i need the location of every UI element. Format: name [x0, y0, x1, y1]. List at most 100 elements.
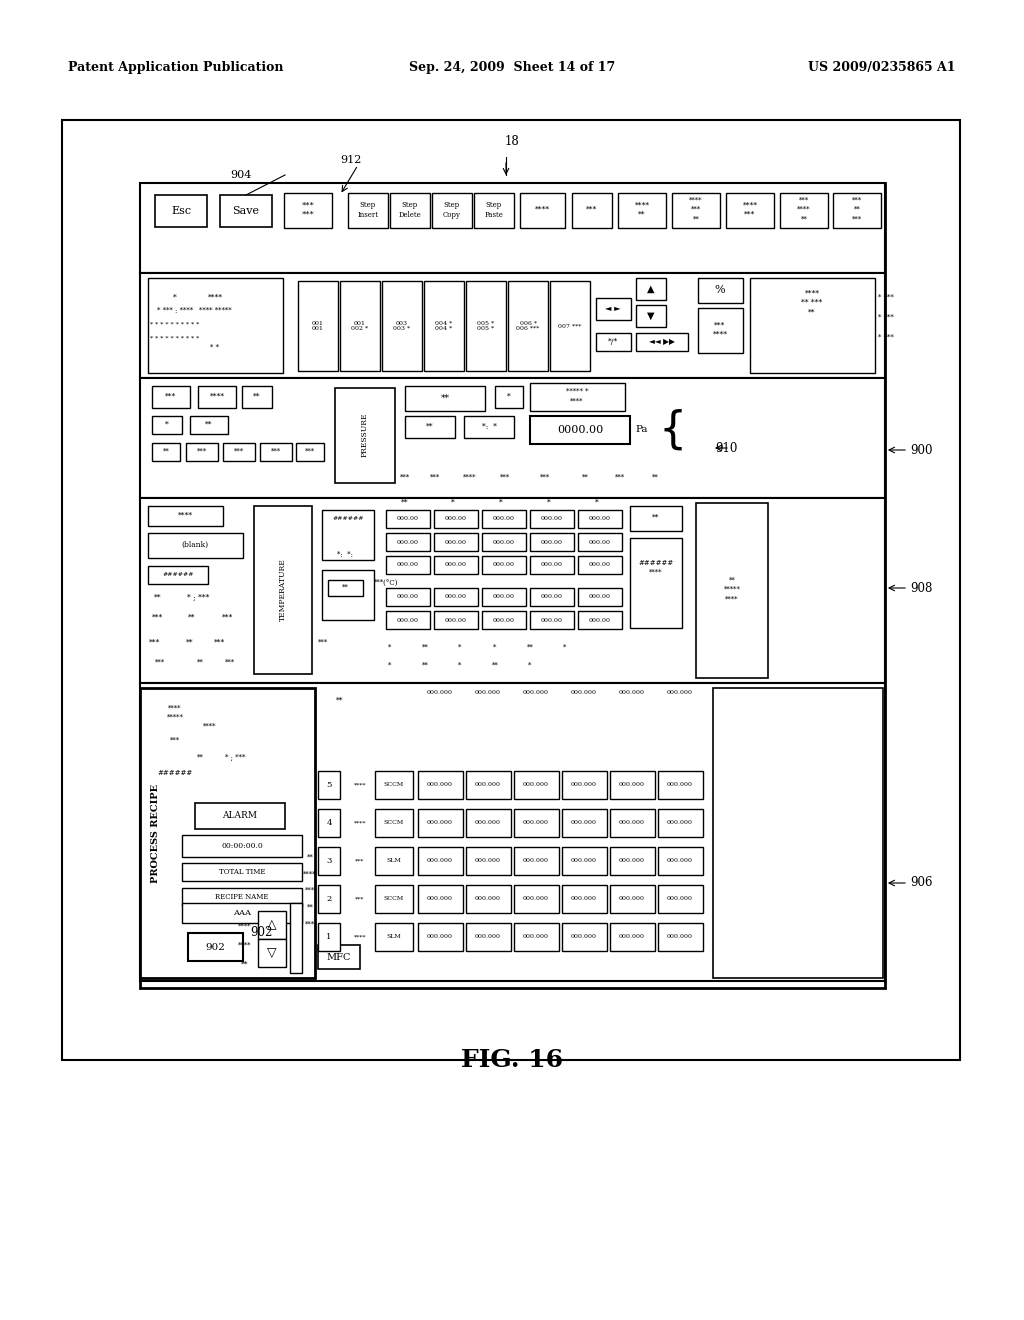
- Text: 000.000: 000.000: [618, 821, 645, 825]
- Text: ***: ***: [225, 659, 236, 667]
- Text: **: **: [163, 447, 169, 455]
- Bar: [290, 903, 302, 973]
- Text: 000.000: 000.000: [523, 858, 549, 863]
- Bar: [658, 809, 703, 837]
- Text: **: **: [253, 393, 261, 401]
- Text: ****
***: **** ***: [742, 202, 758, 219]
- Bar: [386, 587, 430, 606]
- Bar: [530, 556, 574, 574]
- Text: ALARM: ALARM: [222, 812, 257, 821]
- Text: ***
***: *** ***: [302, 202, 314, 219]
- Bar: [530, 587, 574, 606]
- Text: SCCM: SCCM: [384, 783, 404, 788]
- Bar: [482, 556, 526, 574]
- Text: ****
*****: **** *****: [167, 705, 183, 722]
- Text: 000.00: 000.00: [493, 618, 515, 623]
- Bar: [424, 281, 464, 371]
- Bar: [148, 506, 223, 525]
- Text: SLM: SLM: [387, 858, 401, 863]
- Bar: [260, 444, 292, 461]
- Text: ***: ***: [305, 447, 315, 455]
- Bar: [466, 847, 511, 875]
- Text: ***: ***: [271, 447, 281, 455]
- Text: ****: ****: [353, 783, 367, 788]
- Bar: [520, 193, 565, 228]
- Text: ***** *
****: ***** * ****: [565, 388, 588, 405]
- Bar: [340, 281, 380, 371]
- Bar: [140, 183, 885, 273]
- Text: *: *: [388, 644, 392, 652]
- Bar: [750, 279, 874, 374]
- Bar: [188, 933, 243, 961]
- Text: TOTAL TIME: TOTAL TIME: [219, 869, 265, 876]
- Text: **: **: [342, 583, 348, 591]
- Text: 1: 1: [327, 933, 332, 941]
- Text: **: **: [155, 594, 162, 602]
- Text: **: **: [205, 421, 213, 429]
- Text: 000.00: 000.00: [397, 618, 419, 623]
- Text: ***
**
***: *** ** ***: [852, 197, 862, 223]
- Text: ****: ****: [210, 393, 224, 401]
- Text: 000.00: 000.00: [589, 516, 611, 521]
- Text: **: **: [426, 422, 434, 432]
- Text: 000.00: 000.00: [493, 594, 515, 599]
- Bar: [390, 193, 430, 228]
- Text: *: *: [499, 499, 503, 507]
- Bar: [514, 809, 559, 837]
- Bar: [254, 506, 312, 675]
- Bar: [658, 771, 703, 799]
- Text: ****
** ***
**: **** ** *** **: [802, 290, 822, 317]
- Bar: [386, 510, 430, 528]
- Bar: [182, 863, 302, 880]
- Text: 0000.00: 0000.00: [557, 425, 603, 436]
- Text: 18: 18: [505, 135, 519, 148]
- Bar: [596, 333, 631, 351]
- Bar: [578, 533, 622, 550]
- Bar: [514, 771, 559, 799]
- Bar: [322, 570, 374, 620]
- Bar: [386, 556, 430, 574]
- Text: 000.000: 000.000: [618, 935, 645, 940]
- Text: ▲: ▲: [647, 285, 654, 293]
- Text: **: **: [526, 644, 534, 652]
- Text: ▽: ▽: [267, 946, 276, 960]
- Text: ***(°C): ***(°C): [374, 579, 398, 587]
- Bar: [578, 510, 622, 528]
- Text: ****: ****: [239, 942, 252, 950]
- Text: 000.000: 000.000: [475, 783, 501, 788]
- Text: ***: ***: [155, 659, 165, 667]
- Bar: [713, 688, 883, 978]
- Text: 004 *
004 *: 004 * 004 *: [435, 321, 453, 331]
- Text: * ***: * ***: [879, 314, 894, 322]
- Text: *:  *: *: *: [481, 422, 497, 432]
- Bar: [833, 193, 881, 228]
- Bar: [258, 911, 286, 939]
- Text: Step
Copy: Step Copy: [443, 202, 461, 219]
- Text: 000.000: 000.000: [427, 821, 453, 825]
- Bar: [140, 682, 885, 981]
- Text: ***: ***: [165, 393, 176, 401]
- Bar: [562, 884, 607, 913]
- Bar: [375, 923, 413, 950]
- Text: ****: ****: [353, 821, 367, 825]
- Bar: [348, 193, 388, 228]
- Bar: [610, 884, 655, 913]
- Text: 000.000: 000.000: [475, 935, 501, 940]
- Text: 000.000: 000.000: [475, 896, 501, 902]
- Text: {: {: [658, 408, 687, 451]
- Bar: [466, 884, 511, 913]
- Text: ***: ***: [540, 474, 550, 482]
- Bar: [658, 884, 703, 913]
- Bar: [562, 847, 607, 875]
- Text: 000.000: 000.000: [571, 896, 597, 902]
- Bar: [318, 923, 340, 950]
- Bar: [375, 847, 413, 875]
- Bar: [482, 587, 526, 606]
- Bar: [696, 503, 768, 678]
- Bar: [514, 847, 559, 875]
- Bar: [508, 281, 548, 371]
- Bar: [318, 771, 340, 799]
- Text: 904: 904: [230, 170, 251, 180]
- Bar: [658, 847, 703, 875]
- Text: 000.000: 000.000: [667, 858, 693, 863]
